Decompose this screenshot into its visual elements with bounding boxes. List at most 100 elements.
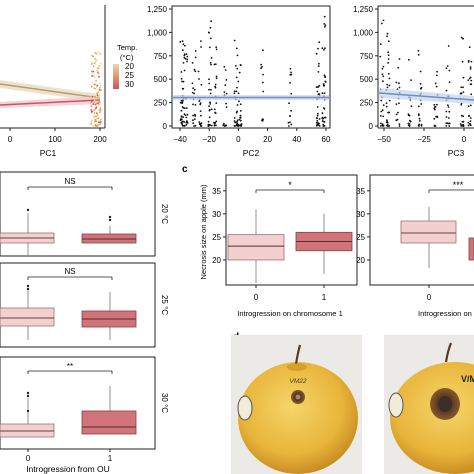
ytick-label: 500 xyxy=(360,75,374,84)
chr-cut-xlabel: Introgression on ch xyxy=(418,309,474,318)
pc1-point xyxy=(91,75,93,77)
scatter-point xyxy=(200,114,202,117)
pc2-xtick-label: 0 xyxy=(236,135,241,144)
pc1-point xyxy=(93,112,96,115)
scatter-point xyxy=(448,122,451,125)
scatter-point xyxy=(396,118,399,121)
box-chr-cut-1-partial xyxy=(468,237,474,261)
scatter-point xyxy=(447,117,450,119)
pc1-point xyxy=(99,89,102,91)
ytick-label: 1,000 xyxy=(147,28,168,37)
scatter-point xyxy=(192,114,195,117)
scatter-point xyxy=(417,50,420,52)
scatter-point xyxy=(262,73,264,76)
apple-photo-2: V/M xyxy=(384,335,474,474)
scatter-point xyxy=(183,53,186,55)
box-20c-1 xyxy=(81,215,137,244)
scatter-point xyxy=(382,115,385,118)
pc1-point xyxy=(90,121,93,124)
scatter-point xyxy=(194,104,197,106)
pc1-point xyxy=(94,57,96,60)
scatter-point xyxy=(324,47,326,50)
scatter-point xyxy=(317,112,319,115)
scatter-point xyxy=(182,43,185,46)
scatter-point xyxy=(237,123,240,126)
pc1-point xyxy=(94,87,97,90)
apple-2-label: V/M xyxy=(461,374,474,384)
scatter-point xyxy=(467,121,470,124)
scatter-point xyxy=(233,117,236,119)
scatter-point xyxy=(315,117,318,119)
scatter-point xyxy=(290,109,292,112)
scatter-point xyxy=(388,125,391,127)
scatter-point xyxy=(181,121,184,123)
scatter-point xyxy=(447,104,449,106)
scatter-point xyxy=(445,67,448,69)
pc1-point xyxy=(97,117,100,120)
scatter-point xyxy=(318,84,321,87)
scatter-point xyxy=(223,91,226,93)
pc1-point xyxy=(97,91,100,94)
scatter-point xyxy=(239,103,242,106)
pc1-point xyxy=(95,118,98,120)
pc1-point xyxy=(90,123,92,125)
scatter-point xyxy=(385,124,388,127)
scatter-point xyxy=(324,26,326,28)
scatter-point xyxy=(434,82,437,85)
scatter-point xyxy=(210,57,213,59)
scatter-point xyxy=(317,65,320,67)
scatter-point xyxy=(213,108,216,111)
pc2-xtick-label: −20 xyxy=(202,135,216,144)
scatter-point xyxy=(460,114,463,117)
scatter-point xyxy=(321,117,324,120)
scatter-point xyxy=(460,86,463,89)
scatter-point xyxy=(235,47,238,50)
scatter-point xyxy=(436,103,438,106)
scatter-point xyxy=(381,67,384,70)
scatter-point xyxy=(224,84,227,87)
pc1-point xyxy=(94,61,97,64)
panel-d: d VM22 V/M xyxy=(231,332,474,474)
scatter-point xyxy=(461,120,464,123)
temp-label-30c: 30 °C xyxy=(160,393,169,413)
scatter-point xyxy=(323,15,326,18)
scatter-point xyxy=(462,115,465,118)
scatter-point xyxy=(288,102,290,105)
scatter-point xyxy=(235,65,237,67)
pc1-point-cluster xyxy=(90,51,102,127)
apple-1 xyxy=(238,362,358,474)
temp-xtick-0: 0 xyxy=(26,454,31,463)
scatter-point xyxy=(288,125,290,127)
scatter-point xyxy=(215,77,218,80)
scatter-point xyxy=(214,63,217,66)
scatter-point xyxy=(395,113,398,116)
scatter-point xyxy=(398,82,400,85)
scatter-point xyxy=(194,115,197,117)
scatter-point xyxy=(260,67,262,70)
scatter-point xyxy=(407,114,410,117)
scatter-point xyxy=(193,68,196,71)
scatter-point xyxy=(387,62,389,64)
scatter-point xyxy=(461,60,464,63)
pc1-point xyxy=(95,100,98,103)
pc1-point xyxy=(95,124,97,127)
pc1-point xyxy=(99,111,101,114)
scatter-point xyxy=(387,40,390,43)
pc1-point xyxy=(96,112,98,114)
scatter-point xyxy=(459,123,462,125)
apple-2-side-mark xyxy=(388,392,404,418)
scatter-point xyxy=(382,19,385,22)
pc1-point xyxy=(98,65,101,67)
chr1-xtick-0: 0 xyxy=(254,293,259,302)
scatter-point xyxy=(239,116,242,119)
scatter-point xyxy=(315,52,318,55)
ytick-label: 250 xyxy=(360,99,374,108)
scatter-point xyxy=(322,125,325,127)
pc1-point xyxy=(98,51,100,54)
legend-title-line2: (°C) xyxy=(120,53,134,62)
scatter-point xyxy=(381,73,384,76)
scatter-point xyxy=(318,118,321,120)
scatter-point xyxy=(388,111,391,114)
scatter-point xyxy=(191,91,194,94)
scatter-point xyxy=(224,69,227,71)
